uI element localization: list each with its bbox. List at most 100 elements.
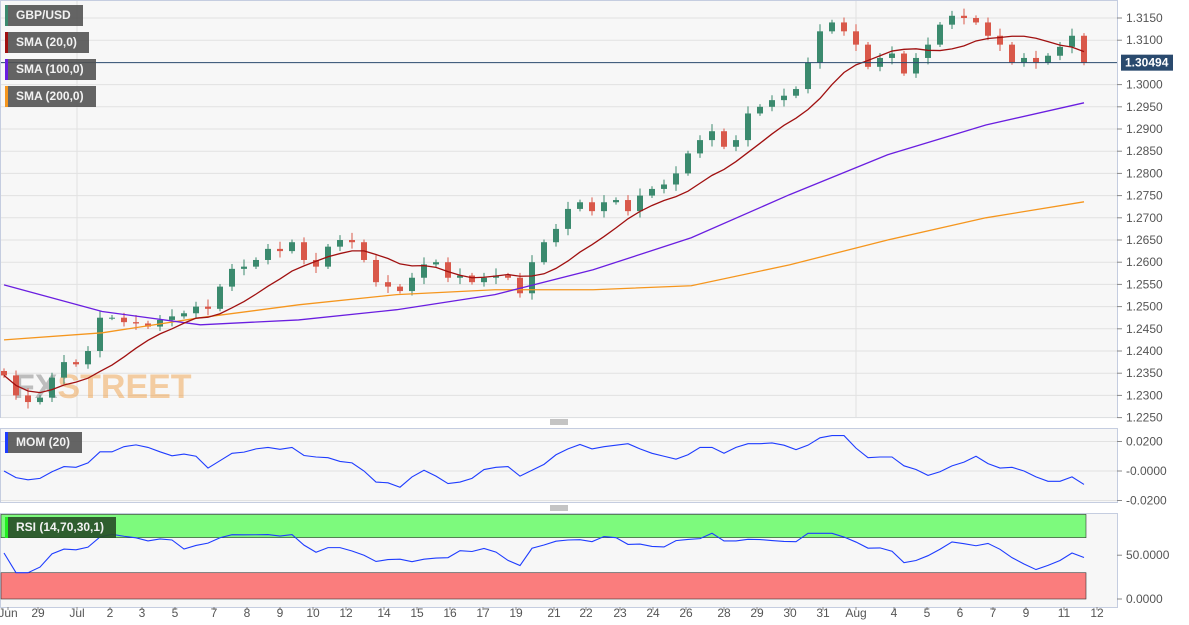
candle-body [769,100,775,107]
candle-body [145,323,151,327]
y-tick-label: 1.3000 [1126,78,1163,92]
candle-body [901,53,907,74]
candle-body [205,306,211,309]
x-tick-label: 6 [957,606,964,620]
rsi-line [3,532,1085,574]
x-tick-label: 12 [339,606,353,620]
candle-body [121,317,127,323]
candle-body [829,22,835,32]
legend-sma100[interactable]: SMA (100,0) [5,59,96,80]
candle-body [793,89,799,96]
x-tick-label: 12 [1090,606,1104,620]
x-tick-label: 30 [783,606,797,620]
candle-body [733,140,739,147]
x-tick-label: 3 [139,606,146,620]
candle-body [601,202,607,212]
sma200-line [3,201,1085,341]
x-tick-label: 5 [172,606,179,620]
candle-body [625,200,631,212]
candle-body [229,268,235,287]
y-tick-label: 1.2650 [1126,233,1163,247]
rsi-overbought-band [0,514,1087,538]
candle-body [865,44,871,67]
candle-body [613,200,619,203]
x-tick-label: 5 [924,606,931,620]
mom-panel [0,428,1118,503]
y-tick-label: 0.0200 [1126,435,1163,449]
legend-mom[interactable]: MOM (20) [5,432,82,453]
y-tick-label: 1.2300 [1126,388,1163,402]
y-tick-label: 1.2800 [1126,166,1163,180]
candle-body [1009,44,1015,63]
legend-swatch [5,86,8,107]
candle-body [313,259,319,267]
legend-sma20[interactable]: SMA (20,0) [5,32,89,53]
candle-body [1081,35,1087,63]
candle-body [757,106,763,114]
candle-body [913,57,919,74]
y-tick-label: 1.2400 [1126,344,1163,358]
rsi-oversold-band [0,572,1087,600]
x-tick-label: 7 [211,606,218,620]
candle-body [853,31,859,45]
candle-body [349,240,355,243]
y-tick-label: 1.2350 [1126,366,1163,380]
candle-body [973,18,979,23]
sma20-line [3,35,1085,394]
candle-body [721,131,727,147]
candle-body [193,306,199,314]
y-tick-label: -0.0200 [1126,494,1167,508]
x-tick-label: 21 [547,606,561,620]
candle-body [925,44,931,58]
legend-label: MOM (20) [16,435,70,449]
candle-body [565,208,571,229]
x-tick-label: 24 [646,606,660,620]
candle-body [685,153,691,174]
last-price-badge [1121,54,1173,71]
legend-gbpusd[interactable]: GBP/USD [5,5,83,26]
x-tick-label: 17 [476,606,490,620]
candle-body [997,35,1003,45]
y-tick-label: 0.0000 [1126,592,1163,606]
legend-label: SMA (20,0) [16,35,77,49]
legend-rsi[interactable]: RSI (14,70,30,1) [5,517,117,538]
legend-label: SMA (100,0) [16,62,84,76]
candle-body [541,242,547,263]
candle-body [61,362,67,378]
x-tick-label: 10 [306,606,320,620]
candle-body [649,188,655,196]
candle-body [265,248,271,260]
candle-body [289,242,295,252]
candle-body [241,266,247,269]
candle-body [109,317,115,319]
candle-body [337,240,343,247]
candle-body [25,395,31,403]
candle-body [445,262,451,278]
legend-label: GBP/USD [16,8,71,22]
candle-body [517,277,523,294]
candle-body [49,377,55,398]
x-tick-label: 26 [679,606,693,620]
mom-line [3,435,1085,488]
candle-body [433,262,439,265]
legend-label: RSI (14,70,30,1) [16,520,105,534]
candle-body [805,62,811,90]
candle-body [577,202,583,209]
x-tick-label: 4 [891,606,898,620]
candle-body [385,282,391,287]
legend-swatch [5,432,8,453]
candle-body [253,259,259,267]
x-tick-label: 31 [816,606,830,620]
legend-sma200[interactable]: SMA (200,0) [5,86,96,107]
candle-body [301,242,307,260]
candle-body [73,362,79,365]
legend-swatch [5,32,8,53]
candle-body [169,316,175,320]
candle-body [637,195,643,212]
legend-label: SMA (200,0) [16,89,84,103]
x-tick-label: 19 [509,606,523,620]
candle-body [553,228,559,243]
main-panel [0,0,1118,418]
candle-body [817,31,823,63]
